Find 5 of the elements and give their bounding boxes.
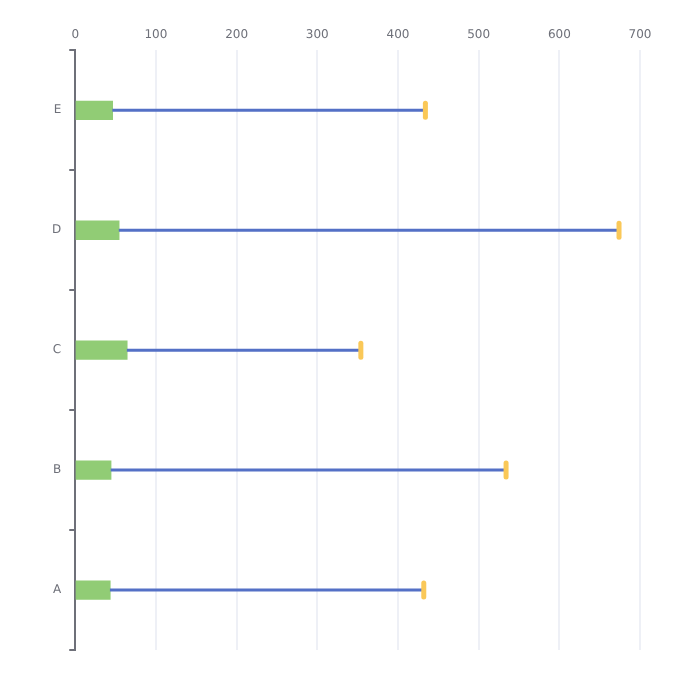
bar	[75, 220, 120, 240]
bar	[75, 100, 114, 121]
bar	[75, 340, 128, 360]
bar	[75, 580, 111, 600]
bar	[75, 460, 112, 480]
